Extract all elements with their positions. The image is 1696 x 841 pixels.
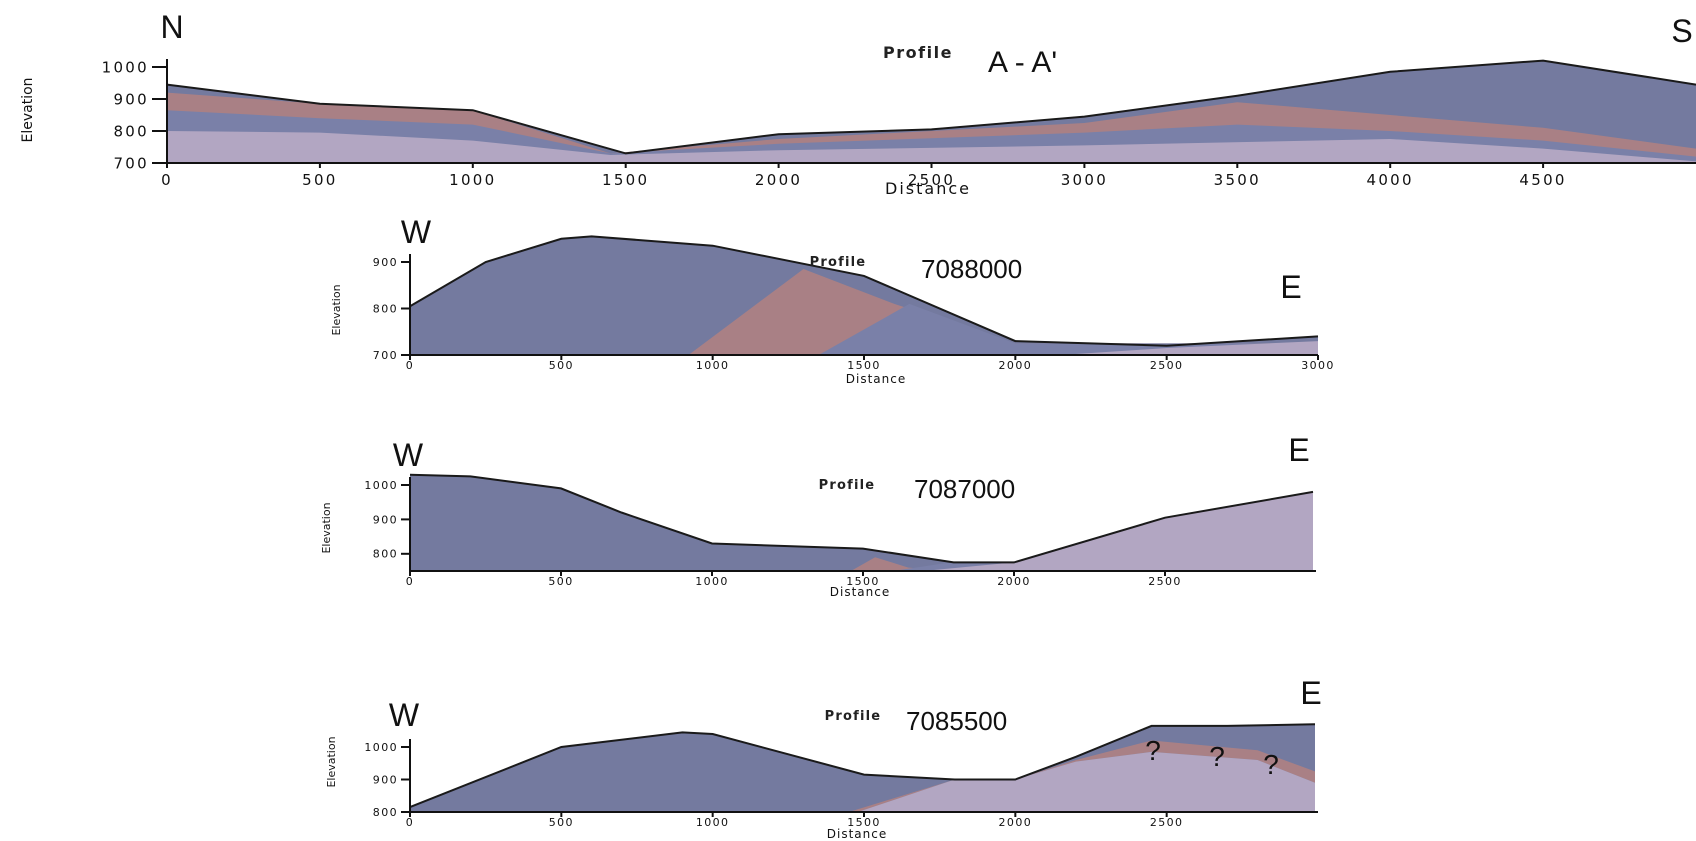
x-tick-label: 2500 bbox=[908, 171, 955, 189]
plot-area: 0 500 1000 1500 2000 2500 3000 700 800 900 bbox=[373, 235, 1335, 372]
surface-line bbox=[166, 59, 1696, 155]
layer-area-layer_3 bbox=[410, 557, 954, 571]
y-tick-label: 800 bbox=[113, 122, 149, 140]
y-tick-label: 1000 bbox=[102, 58, 149, 76]
x-tick-label: 3500 bbox=[1214, 171, 1261, 189]
profile-id: 7087000 bbox=[914, 474, 1015, 504]
annotation-question-1: ? bbox=[1145, 735, 1161, 766]
y-tick-label: 800 bbox=[373, 548, 398, 561]
profile-id: 7088000 bbox=[921, 254, 1022, 284]
profile-id: A - A' bbox=[988, 46, 1057, 79]
layer-area-layer_3 bbox=[410, 269, 1318, 355]
orientation-left: W bbox=[389, 697, 420, 733]
y-tick-label: 1000 bbox=[364, 479, 398, 492]
layer-area-layer_2 bbox=[410, 303, 1318, 355]
x-tick-label: 1500 bbox=[846, 575, 880, 588]
x-tick-label: 0 bbox=[406, 575, 414, 588]
x-tick-label: 4000 bbox=[1367, 171, 1414, 189]
x-tick-label: 1500 bbox=[602, 171, 649, 189]
annotation-question-2: ? bbox=[1209, 741, 1225, 772]
x-tick-label: 4500 bbox=[1519, 171, 1566, 189]
x-tick-label: 3000 bbox=[1061, 171, 1108, 189]
chart-title: Profile bbox=[825, 709, 882, 724]
orientation-left: W bbox=[401, 214, 432, 250]
chart-title: Profile bbox=[819, 478, 876, 493]
orientation-right: S bbox=[1671, 13, 1692, 49]
profile-panel-a: 0 500 1000 1500 2000 2500 3000 3500 4000 4500 700 8… bbox=[20, 9, 1696, 198]
plot-area: 0 500 1000 1500 2000 2500 800 900 1000 bbox=[364, 723, 1318, 829]
x-tick-label: 2500 bbox=[1148, 575, 1182, 588]
x-tick-label: 1500 bbox=[847, 359, 881, 372]
x-axis-label: Distance bbox=[846, 372, 906, 386]
x-tick-label: 2000 bbox=[755, 171, 802, 189]
x-tick-label: 1000 bbox=[449, 171, 496, 189]
y-axis-label: Elevation bbox=[325, 736, 338, 787]
y-tick-label: 900 bbox=[373, 256, 398, 269]
x-tick-label: 500 bbox=[549, 816, 574, 829]
x-tick-label: 2500 bbox=[1150, 359, 1184, 372]
surface-line bbox=[409, 723, 1316, 809]
x-tick-label: 3000 bbox=[1301, 359, 1335, 372]
x-tick-label: 500 bbox=[549, 359, 574, 372]
annotation-question-3: ? bbox=[1263, 749, 1279, 780]
layer-area-layer_1 bbox=[410, 751, 1315, 812]
x-tick-label: 2500 bbox=[1150, 816, 1184, 829]
x-tick-label: 0 bbox=[161, 171, 173, 189]
surface-line bbox=[409, 473, 1314, 564]
surface-line bbox=[409, 235, 1319, 347]
x-axis-label: Distance bbox=[885, 179, 971, 198]
x-tick-label: 1000 bbox=[695, 575, 729, 588]
layer-area-layer_1 bbox=[410, 341, 1318, 355]
y-axis-label: Elevation bbox=[330, 284, 343, 335]
y-axis-label: Elevation bbox=[320, 502, 333, 553]
x-axis-label: Distance bbox=[827, 827, 887, 841]
layer-area-layer_1 bbox=[410, 491, 1313, 571]
chart-title: Profile bbox=[810, 255, 867, 270]
orientation-right: E bbox=[1288, 432, 1309, 468]
x-tick-label: 500 bbox=[302, 171, 338, 189]
y-tick-label: 800 bbox=[373, 302, 398, 315]
x-tick-label: 1500 bbox=[847, 816, 881, 829]
x-tick-label: 2000 bbox=[999, 816, 1033, 829]
y-axis-label: Elevation bbox=[20, 77, 36, 142]
profile-panel-7085500: 0 500 1000 1500 2000 2500 800 900 1000 W E Profi… bbox=[325, 675, 1322, 841]
orientation-left: N bbox=[160, 9, 183, 45]
y-tick-label: 700 bbox=[113, 154, 149, 172]
y-tick-label: 900 bbox=[113, 90, 149, 108]
y-tick-label: 900 bbox=[373, 513, 398, 526]
y-tick-label: 700 bbox=[373, 349, 398, 362]
x-tick-label: 2000 bbox=[997, 575, 1031, 588]
plot-area: 0 500 1000 1500 2000 2500 3000 3500 4000 4500 700 8… bbox=[102, 58, 1696, 189]
x-tick-label: 500 bbox=[548, 575, 573, 588]
orientation-left: W bbox=[393, 437, 424, 473]
y-tick-label: 900 bbox=[373, 773, 398, 786]
orientation-right: E bbox=[1300, 675, 1321, 711]
chart-title: Profile bbox=[883, 43, 953, 62]
orientation-right: E bbox=[1280, 269, 1301, 305]
x-tick-label: 0 bbox=[406, 359, 414, 372]
x-tick-label: 0 bbox=[406, 816, 414, 829]
profile-panel-7087000: 0 500 1000 1500 2000 2500 800 900 1000 W E Profi… bbox=[320, 432, 1316, 599]
profile-id: 7085500 bbox=[906, 706, 1007, 736]
x-tick-label: 2000 bbox=[999, 359, 1033, 372]
profile-panel-7088000: 0 500 1000 1500 2000 2500 3000 700 800 900 W E Pr… bbox=[330, 214, 1335, 386]
x-tick-label: 1000 bbox=[696, 816, 730, 829]
layer-area-layer_1 bbox=[167, 131, 1696, 163]
y-tick-label: 800 bbox=[373, 806, 398, 819]
x-tick-label: 1000 bbox=[696, 359, 730, 372]
plot-area: 0 500 1000 1500 2000 2500 800 900 1000 bbox=[364, 473, 1316, 588]
y-tick-label: 1000 bbox=[364, 741, 398, 754]
x-axis-label: Distance bbox=[830, 585, 890, 599]
